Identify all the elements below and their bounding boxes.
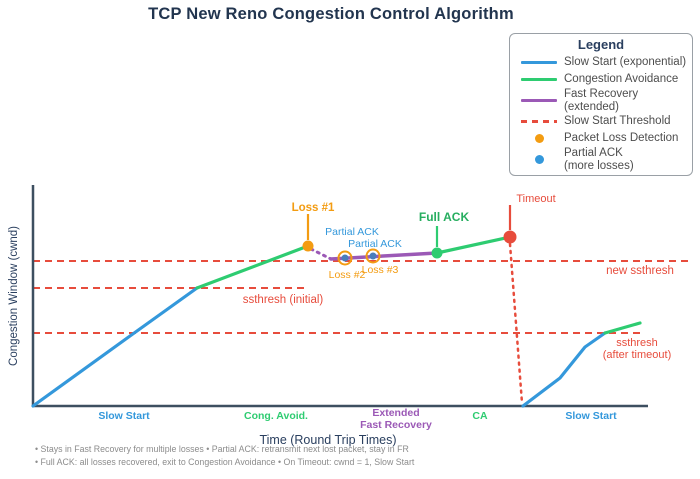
- partial-ack-1-label: Partial ACK: [325, 226, 379, 238]
- line-glyph: [521, 99, 557, 102]
- partial-ack-1-ring-icon: [337, 250, 353, 266]
- line-swatch-icon: [514, 78, 564, 81]
- legend-item-4: Packet Loss Detection: [514, 130, 688, 147]
- series-fast-recovery: [329, 251, 439, 261]
- series-congestion-avoidance-2: [435, 235, 512, 255]
- series-timeout-drop: [508, 242, 524, 405]
- legend-label: Fast Recovery (extended): [564, 88, 639, 113]
- legend-item-5: Partial ACK (more losses): [514, 147, 688, 172]
- timeout-label: Timeout: [516, 193, 555, 205]
- phase-slow-start-1: Slow Start: [98, 410, 150, 422]
- legend-label: Congestion Avoidance: [564, 73, 679, 86]
- series-fast-recovery-entry: [309, 247, 333, 261]
- legend-items: Slow Start (exponential) Congestion Avoid…: [514, 54, 688, 172]
- legend-title: Legend: [577, 37, 625, 52]
- chart-title: TCP New Reno Congestion Control Algorith…: [148, 5, 514, 23]
- threshold-label-ssthresh-after-timeout: ssthresh (after timeout): [603, 337, 671, 361]
- x-axis-title: Time (Round Trip Times): [259, 433, 396, 447]
- y-axis-title: Congestion Window (cwnd): [8, 226, 20, 366]
- partial-ack-2-ring-icon: [365, 248, 381, 264]
- dash-glyph: [521, 120, 557, 123]
- full-ack-dot-icon: [431, 247, 443, 259]
- line-swatch-icon: [514, 61, 564, 64]
- phase-extended-fast-recovery: Extended Fast Recovery: [360, 407, 432, 431]
- full-ack-label: Full ACK: [419, 210, 470, 224]
- loss-2-label: Loss #2: [329, 269, 366, 281]
- dot-swatch-icon: [514, 134, 564, 143]
- phase-cong-avoid: Cong. Avoid.: [244, 410, 308, 422]
- series-congestion-avoidance-3: [603, 321, 642, 335]
- footnote-line-1: • Stays in Fast Recovery for multiple lo…: [35, 444, 409, 454]
- threshold-label-ssthresh-initial: ssthresh (initial): [243, 294, 324, 306]
- line-swatch-icon: [514, 99, 564, 102]
- legend-item-2: Fast Recovery (extended): [514, 88, 688, 113]
- loss-1-label: Loss #1: [292, 202, 335, 214]
- legend-label: Partial ACK (more losses): [564, 147, 634, 172]
- legend-label: Packet Loss Detection: [564, 132, 679, 145]
- loss-1-dot-icon: [302, 240, 314, 252]
- partial-ack-2-dot-icon: [369, 252, 377, 260]
- dot-glyph: [534, 134, 544, 143]
- dot-swatch-icon: [514, 155, 564, 164]
- series-slow-start-2: [521, 331, 607, 408]
- legend-label: Slow Start (exponential): [564, 56, 687, 69]
- dash-swatch-icon: [514, 120, 564, 123]
- legend: Legend Slow Start (exponential) Congestio…: [509, 33, 693, 176]
- legend-item-0: Slow Start (exponential): [514, 54, 688, 71]
- footnote-line-2: • Full ACK: all losses recovered, exit t…: [35, 457, 415, 467]
- timeout-dot-icon: [503, 230, 517, 244]
- legend-label: Slow Start Threshold: [564, 115, 671, 128]
- series-congestion-avoidance-1: [195, 244, 310, 290]
- dot-glyph: [534, 155, 544, 164]
- phase-slow-start-2: Slow Start: [565, 410, 617, 422]
- threshold-label-new-ssthresh: new ssthresh: [606, 265, 674, 277]
- partial-ack-1-dot-icon: [341, 254, 349, 262]
- loss-3-label: Loss #3: [362, 264, 399, 276]
- phase-ca: CA: [472, 410, 488, 422]
- legend-item-3: Slow Start Threshold: [514, 113, 688, 130]
- partial-ack-2-label: Partial ACK: [348, 238, 402, 250]
- line-glyph: [521, 78, 557, 81]
- legend-item-1: Congestion Avoidance: [514, 71, 688, 88]
- series-slow-start-1: [31, 286, 199, 408]
- line-glyph: [521, 61, 557, 64]
